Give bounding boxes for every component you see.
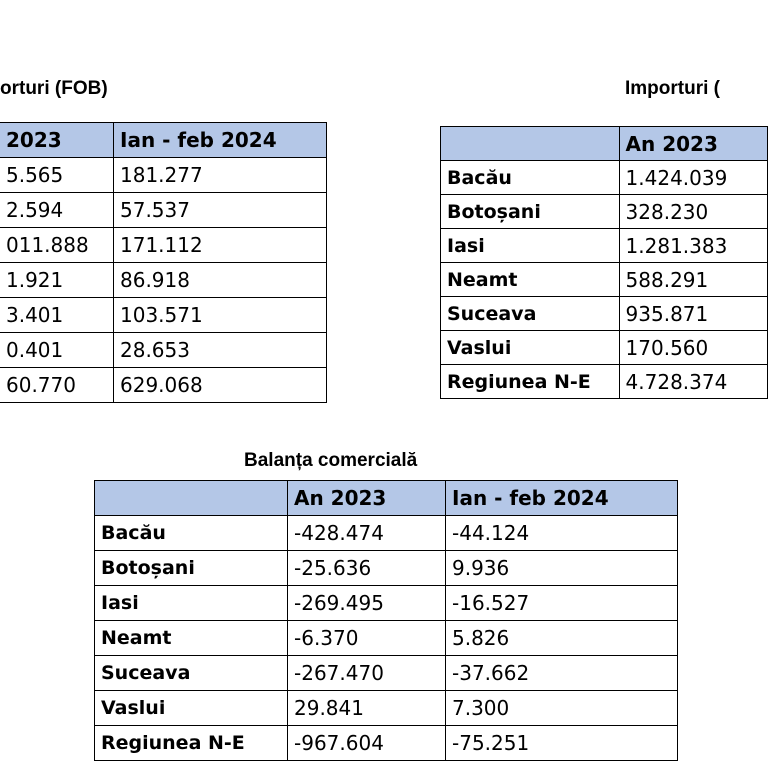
cell: Vaslui — [94, 690, 288, 726]
cell: 7.300 — [445, 690, 678, 726]
title: Importuri ( — [625, 78, 720, 99]
cell: 171.112 — [113, 227, 327, 263]
header-row: An 2023 Ian - feb 2024 — [94, 480, 678, 516]
header-cell: Ian - feb 2024 — [445, 480, 678, 516]
cell: Bacău — [94, 515, 288, 551]
cell: Regiunea N-E — [94, 725, 288, 761]
table: 2023 Ian - feb 2024 5.565 181.277 2.594 57.53… — [0, 122, 327, 403]
header-row: An 2023 — [440, 126, 768, 161]
cell: 328.230 — [618, 194, 768, 229]
cell: 0.401 — [0, 332, 114, 368]
cell: -25.636 — [287, 550, 446, 586]
cell: -16.527 — [445, 585, 678, 621]
cell: Botoșani — [94, 550, 288, 586]
cell: 181.277 — [113, 157, 327, 193]
table: An 2023 Ian - feb 2024 Bacău -428.474 -44.12… — [94, 480, 678, 761]
cell: 588.291 — [618, 262, 768, 297]
cell: Bacău — [440, 160, 620, 195]
cell: Neamt — [440, 262, 620, 297]
cell: 629.068 — [113, 367, 327, 403]
row: 60.770 629.068 — [0, 367, 327, 403]
cell: -267.470 — [287, 655, 446, 691]
cell: 1.281.383 — [618, 228, 768, 263]
cell: -967.604 — [287, 725, 446, 761]
row: Neamt 588.291 — [440, 262, 768, 297]
row: Regiunea N-E 4.728.374 — [440, 364, 768, 399]
cell: 60.770 — [0, 367, 114, 403]
cell: Iasi — [440, 228, 620, 263]
cell: Regiunea N-E — [440, 364, 620, 399]
title: Balanța comercială — [244, 450, 418, 471]
header-cell: An 2023 — [287, 480, 446, 516]
cell: Neamt — [94, 620, 288, 656]
row: 3.401 103.571 — [0, 297, 327, 333]
row: Regiunea N-E -967.604 -75.251 — [94, 725, 678, 761]
cell: Suceava — [94, 655, 288, 691]
row: Vaslui 29.841 7.300 — [94, 690, 678, 726]
row: 2.594 57.537 — [0, 192, 327, 228]
cell: 2.594 — [0, 192, 114, 228]
header-cell — [94, 480, 288, 516]
header-cell: An 2023 — [618, 126, 768, 161]
cell: 86.918 — [113, 262, 327, 298]
row: Bacău -428.474 -44.124 — [94, 515, 678, 551]
title: orturi (FOB) — [0, 78, 108, 99]
row: 011.888 171.112 — [0, 227, 327, 263]
cell: Vaslui — [440, 330, 620, 365]
row: Botoșani -25.636 9.936 — [94, 550, 678, 586]
row: Iasi -269.495 -16.527 — [94, 585, 678, 621]
header-cell: Ian - feb 2024 — [113, 122, 327, 158]
cell: 935.871 — [618, 296, 768, 331]
table: An 2023 Bacău 1.424.039 Botoșani 328.230 Iasi… — [440, 126, 768, 399]
cell: 1.921 — [0, 262, 114, 298]
cell: 3.401 — [0, 297, 114, 333]
cell: Suceava — [440, 296, 620, 331]
cell: 103.571 — [113, 297, 327, 333]
row: Vaslui 170.560 — [440, 330, 768, 365]
cell: 4.728.374 — [618, 364, 768, 399]
cell: Botoșani — [440, 194, 620, 229]
cell: -428.474 — [287, 515, 446, 551]
cell: 28.653 — [113, 332, 327, 368]
row: Suceava -267.470 -37.662 — [94, 655, 678, 691]
cell: 5.565 — [0, 157, 114, 193]
row: Neamt -6.370 5.826 — [94, 620, 678, 656]
cell: 1.424.039 — [618, 160, 768, 195]
row: 1.921 86.918 — [0, 262, 327, 298]
header-cell: 2023 — [0, 122, 114, 158]
cell: 011.888 — [0, 227, 114, 263]
cell: Iasi — [94, 585, 288, 621]
cell: 57.537 — [113, 192, 327, 228]
cell: -6.370 — [287, 620, 446, 656]
row: Bacău 1.424.039 — [440, 160, 768, 195]
row: 5.565 181.277 — [0, 157, 327, 193]
row: Botoșani 328.230 — [440, 194, 768, 229]
row: Iasi 1.281.383 — [440, 228, 768, 263]
cell: 5.826 — [445, 620, 678, 656]
cell: 9.936 — [445, 550, 678, 586]
cell: 170.560 — [618, 330, 768, 365]
row: 0.401 28.653 — [0, 332, 327, 368]
cell: -44.124 — [445, 515, 678, 551]
cell: 29.841 — [287, 690, 446, 726]
cell: -269.495 — [287, 585, 446, 621]
row: Suceava 935.871 — [440, 296, 768, 331]
cell: -75.251 — [445, 725, 678, 761]
header-row: 2023 Ian - feb 2024 — [0, 122, 327, 158]
header-cell — [440, 126, 620, 161]
cell: -37.662 — [445, 655, 678, 691]
